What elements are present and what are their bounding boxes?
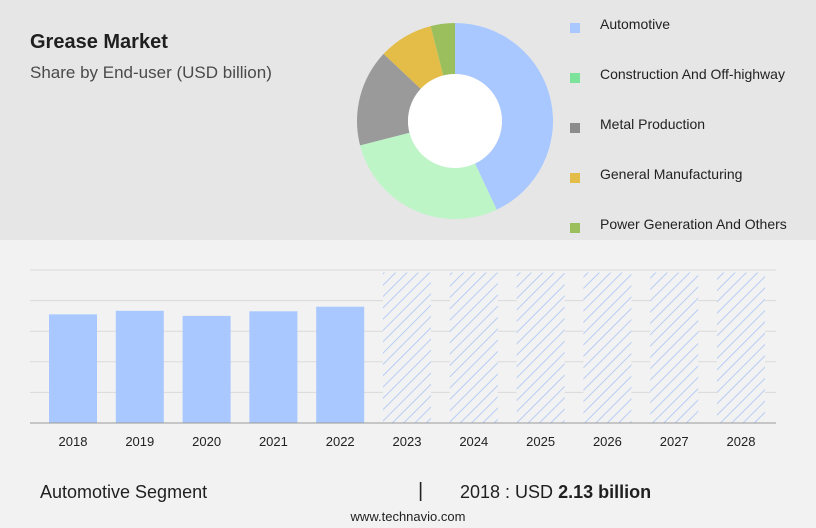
legend-swatch-automotive <box>570 23 580 33</box>
legend-swatch-general-manufacturing <box>570 173 580 183</box>
bar-2018 <box>49 314 97 423</box>
footer-stat: 2018 : USD 2.13 billion <box>460 482 651 503</box>
legend-swatch-construction <box>570 73 580 83</box>
chart-subtitle: Share by End-user (USD billion) <box>30 63 272 82</box>
bar-2021 <box>249 311 298 423</box>
legend-label: Metal Production <box>600 116 706 132</box>
donut-hole <box>408 74 502 168</box>
donut-slice-general-manufacturing <box>383 26 444 89</box>
x-tick-label: 2018 <box>59 434 88 449</box>
donut-slice-automotive <box>455 23 553 210</box>
bar-2022 <box>316 306 365 423</box>
bar-forecast-2026 <box>583 272 632 423</box>
footer-divider: | <box>418 480 424 502</box>
x-tick-label: 2024 <box>459 434 488 449</box>
footer-segment: Automotive Segment <box>40 482 208 502</box>
footer-stat-prefix: 2018 : USD <box>460 482 554 502</box>
x-tick-label: 2027 <box>660 434 689 449</box>
legend-label: Construction And Off-highway <box>600 66 785 82</box>
bar-forecast-2027 <box>650 272 699 423</box>
bar-forecast-2025 <box>516 272 565 423</box>
legend-swatch-metal-production <box>570 123 580 133</box>
x-tick-label: 2026 <box>593 434 622 449</box>
x-tick-label: 2022 <box>326 434 355 449</box>
x-tick-label: 2025 <box>526 434 555 449</box>
x-tick-label: 2028 <box>727 434 756 449</box>
donut-slice-power-generation-and-others <box>430 23 455 76</box>
donut-chart <box>357 23 553 219</box>
bar-2020 <box>182 315 231 423</box>
legend-label: General Manufacturing <box>600 166 743 182</box>
footer-url: www.technavio.com <box>350 509 466 524</box>
x-tick-label: 2020 <box>192 434 221 449</box>
legend-label: Power Generation And Others <box>600 216 787 232</box>
x-tick-label: 2023 <box>393 434 422 449</box>
footer-stat-value: 2.13 billion <box>558 482 652 502</box>
x-tick-label: 2021 <box>259 434 288 449</box>
x-tick-label: 2019 <box>125 434 154 449</box>
bar-forecast-2028 <box>717 272 765 423</box>
chart-title: Grease Market <box>30 31 168 53</box>
legend-label: Automotive <box>600 16 671 32</box>
donut-slice-metal-production <box>357 53 421 146</box>
bar-forecast-2024 <box>449 272 498 423</box>
donut-slice-construction-and-off-highway <box>360 132 497 219</box>
legend-swatch-power-generation <box>570 223 580 233</box>
bar-2019 <box>115 310 164 423</box>
bar-forecast-2023 <box>383 272 431 423</box>
